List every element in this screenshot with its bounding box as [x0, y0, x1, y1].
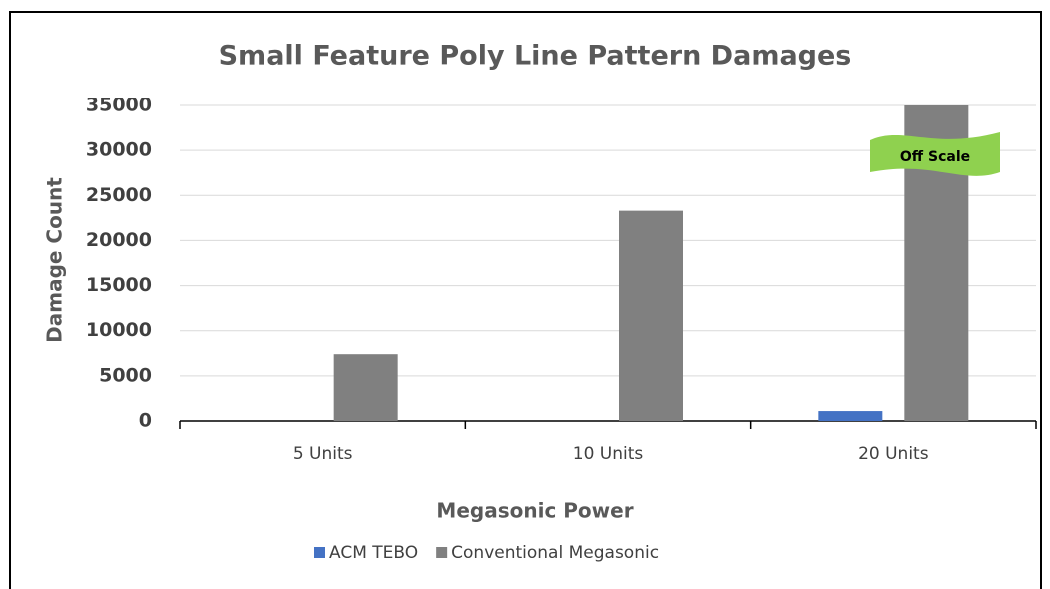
annotation-banner	[870, 132, 1000, 176]
x-axis-label: Megasonic Power	[436, 499, 633, 523]
overlay: Off Scale	[870, 132, 1000, 176]
legend-swatch	[436, 547, 448, 558]
x-tick-label: 10 Units	[573, 444, 644, 464]
legend-label: Conventional Megasonic	[451, 543, 659, 563]
grid: 0 5000 10000 15000 20000 25000 30000 35000	[86, 94, 1037, 432]
y-tick-label: 20000	[86, 229, 152, 251]
y-tick-label: 10000	[86, 319, 152, 341]
x-tick-label: 5 Units	[293, 444, 353, 464]
y-tick-label: 35000	[86, 94, 152, 116]
bar	[818, 411, 883, 421]
y-tick-label: 30000	[86, 139, 152, 161]
y-tick-label: 5000	[99, 364, 152, 386]
annotation: Off Scale	[900, 149, 970, 165]
x-tick-label: 20 Units	[858, 444, 929, 464]
chart-title: Small Feature Poly Line Pattern Damages	[219, 41, 852, 72]
bar	[333, 354, 398, 421]
legend-swatch	[314, 547, 325, 558]
y-tick-label: 25000	[86, 184, 152, 206]
y-tick-label: 15000	[86, 274, 152, 296]
y-tick-label: 0	[139, 410, 152, 432]
bar	[619, 210, 683, 421]
chart-border	[9, 11, 1042, 589]
legend-label: ACM TEBO	[329, 543, 418, 563]
y-axis-label: Damage Count	[43, 177, 67, 343]
